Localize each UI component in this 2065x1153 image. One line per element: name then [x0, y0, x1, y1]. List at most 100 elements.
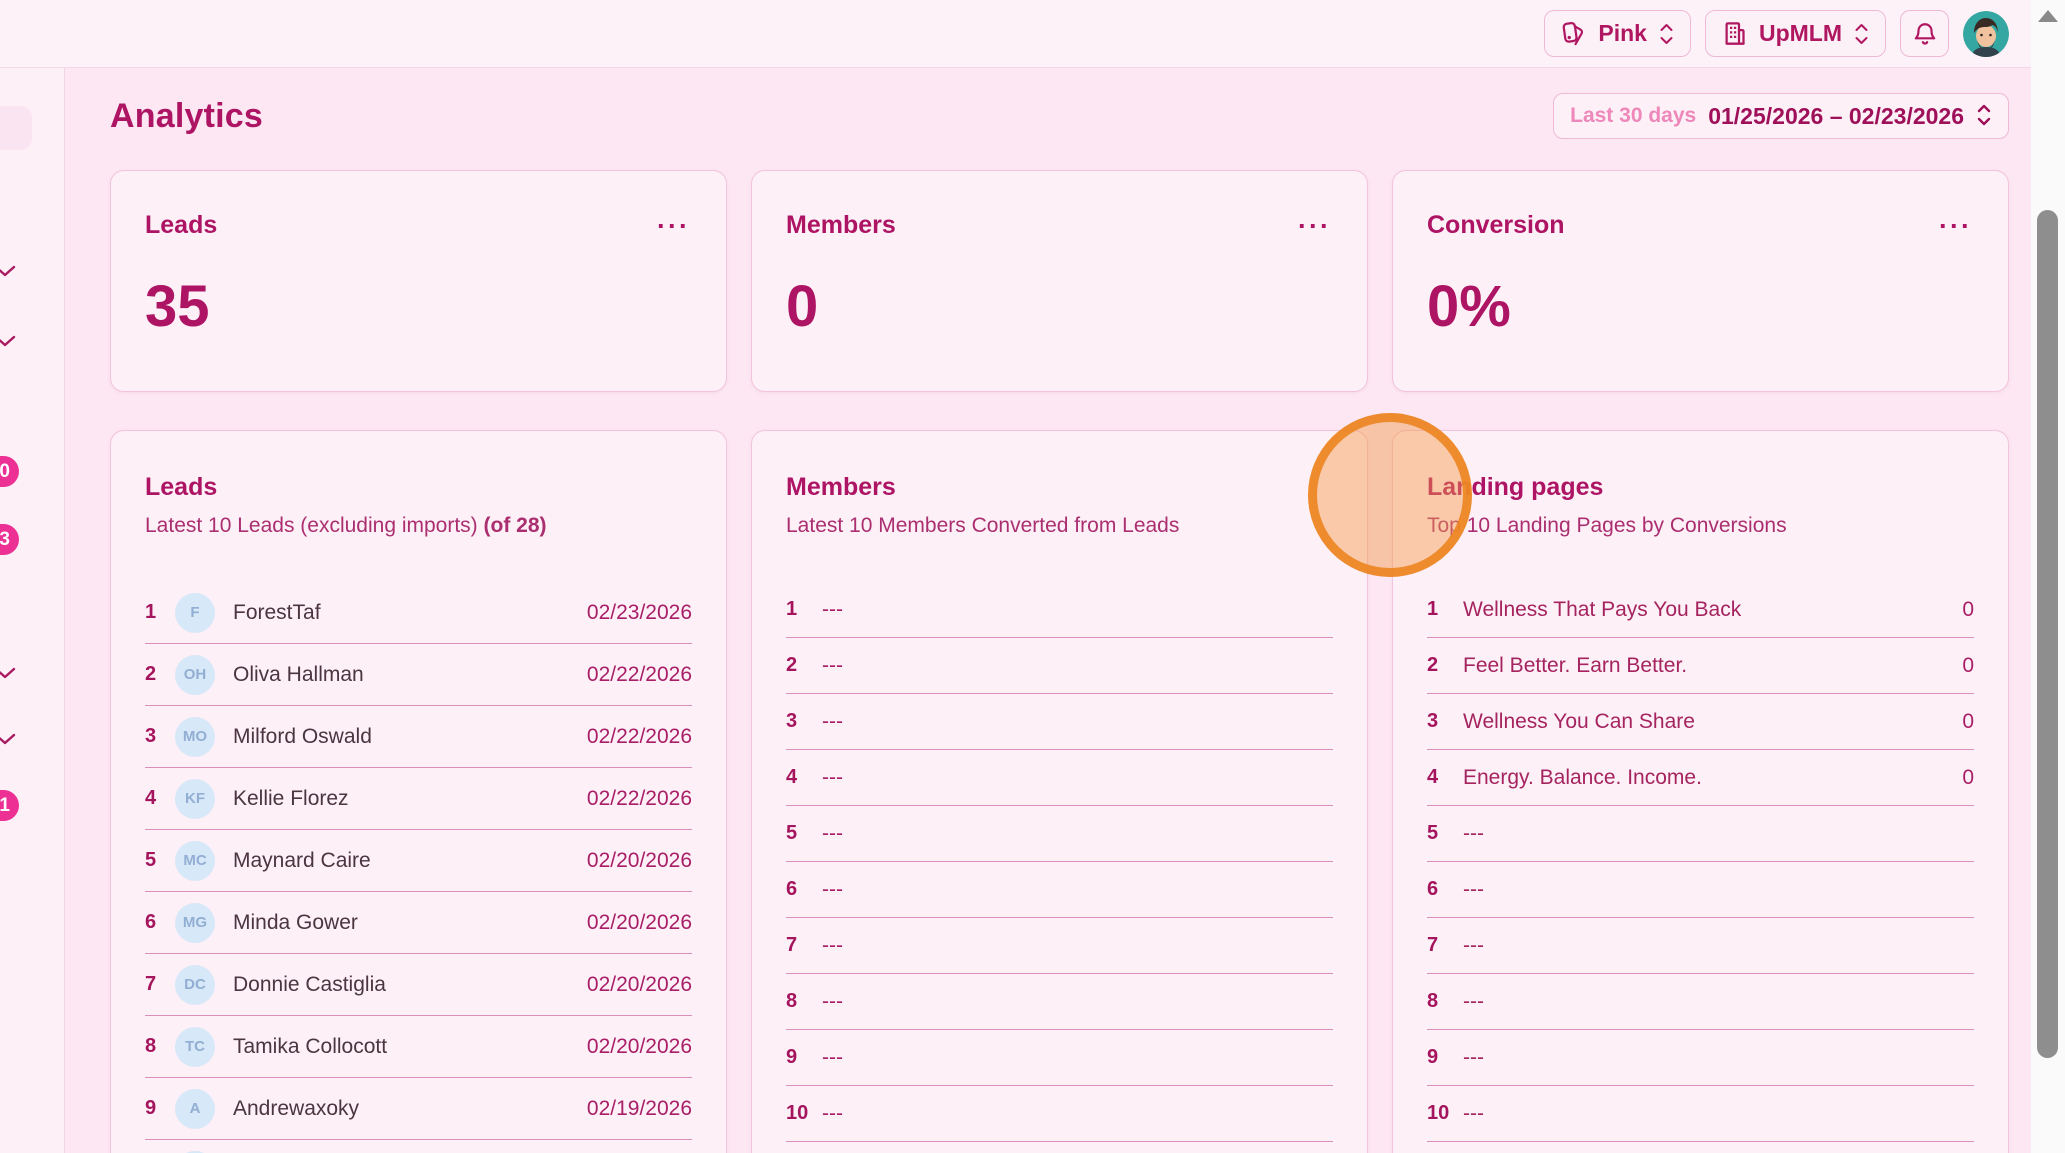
lead-row[interactable]: 2 OH Oliva Hallman 02/22/2026 — [145, 644, 692, 706]
workspace-selector-label: UpMLM — [1758, 20, 1842, 46]
more-menu-icon[interactable]: ··· — [1939, 210, 1972, 241]
stat-card-leads: Leads ··· 35 — [110, 170, 727, 392]
lead-name: Kellie Florez — [233, 786, 349, 810]
stat-card-conversion: Conversion ··· 0% — [1392, 170, 2009, 392]
avatar-initials: A — [175, 1088, 215, 1129]
user-avatar[interactable] — [1963, 10, 2009, 57]
chevron-down-icon[interactable] — [0, 732, 16, 746]
avatar-initials: MG — [175, 902, 215, 943]
lead-date: 02/22/2026 — [586, 662, 692, 686]
more-menu-icon[interactable]: ··· — [657, 210, 690, 241]
row-rank: 2 — [145, 663, 157, 685]
landing-page-name: --- — [1463, 1101, 1484, 1125]
landing-page-name: Wellness You Can Share — [1463, 709, 1695, 733]
stat-value: 0 — [786, 274, 819, 339]
lead-row[interactable]: 10FForestTaf02/16/2026 — [145, 1140, 692, 1153]
building-icon — [1721, 20, 1748, 47]
lead-row[interactable]: 5 MC Maynard Caire 02/20/2026 — [145, 830, 692, 892]
row-rank: 4 — [786, 766, 798, 788]
row-rank: 4 — [1427, 766, 1439, 788]
lead-row[interactable]: 9 A Andrewaxoky 02/19/2026 — [145, 1078, 692, 1140]
avatar-initials: OH — [175, 654, 215, 695]
lead-date: 02/22/2026 — [586, 786, 692, 810]
chevron-updown-icon — [1658, 21, 1675, 47]
main-content: Analytics Last 30 days 01/25/2026 – 02/2… — [64, 68, 2031, 1153]
sidebar-active-item[interactable] — [0, 106, 32, 150]
landing-pages-list-card: Landing pages Top 10 Landing Pages by Co… — [1392, 430, 2009, 1153]
lead-date: 02/23/2026 — [586, 600, 692, 624]
member-value: --- — [822, 1101, 843, 1125]
member-value: --- — [822, 765, 843, 789]
row-rank: 4 — [145, 787, 157, 809]
notifications-button[interactable] — [1900, 10, 1949, 57]
scrollbar-thumb[interactable] — [2037, 210, 2058, 1058]
row-rank: 8 — [145, 1035, 157, 1057]
page-title: Analytics — [110, 96, 263, 135]
row-rank: 6 — [145, 911, 157, 933]
sidebar-badge[interactable]: 3 — [0, 524, 19, 555]
stat-value: 0% — [1427, 274, 1511, 339]
lead-row[interactable]: 6 MG Minda Gower 02/20/2026 — [145, 892, 692, 954]
row-rank: 8 — [1427, 990, 1439, 1012]
lead-name: ForestTaf — [233, 600, 321, 624]
stat-card-title: Leads — [145, 211, 218, 239]
row-rank: 1 — [1427, 598, 1439, 620]
sidebar-badge[interactable]: 1 — [0, 790, 19, 821]
date-range-selector[interactable]: Last 30 days 01/25/2026 – 02/23/2026 — [1553, 93, 2009, 139]
chevron-down-icon[interactable] — [0, 666, 16, 680]
avatar-initials: F — [175, 592, 215, 633]
theme-selector[interactable]: Pink — [1544, 10, 1691, 57]
lead-row[interactable]: 8 TC Tamika Collocott 02/20/2026 — [145, 1016, 692, 1078]
lead-row[interactable]: 1 F ForestTaf 02/23/2026 — [145, 582, 692, 644]
landing-page-row[interactable]: 3 Wellness You Can Share 0 — [1427, 694, 1974, 750]
row-rank: 9 — [145, 1097, 157, 1119]
row-rank: 6 — [786, 878, 798, 900]
sidebar-badge[interactable]: 0 — [0, 456, 19, 487]
member-value: --- — [822, 597, 843, 621]
list-card-title: Leads — [145, 473, 218, 501]
more-menu-icon[interactable]: ··· — [1298, 210, 1331, 241]
avatar-initials: F — [175, 1150, 215, 1153]
date-range-value: 01/25/2026 – 02/23/2026 — [1708, 102, 1964, 129]
theme-selector-label: Pink — [1598, 20, 1647, 46]
lead-row[interactable]: 3 MO Milford Oswald 02/22/2026 — [145, 706, 692, 768]
lead-row[interactable]: 7 DC Donnie Castiglia 02/20/2026 — [145, 954, 692, 1016]
member-row: 3 --- — [786, 694, 1333, 750]
sidebar: 0 3 1 — [0, 68, 65, 1153]
landing-page-name: --- — [1463, 821, 1484, 845]
row-rank: 10 — [1427, 1102, 1450, 1124]
member-row: 9 --- — [786, 1030, 1333, 1086]
landing-page-row[interactable]: 1 Wellness That Pays You Back 0 — [1427, 582, 1974, 638]
lead-name: Maynard Caire — [233, 848, 371, 872]
lead-date: 02/20/2026 — [586, 972, 692, 996]
row-rank: 5 — [786, 822, 798, 844]
member-row: 5 --- — [786, 806, 1333, 862]
stat-card-members: Members ··· 0 — [751, 170, 1368, 392]
leads-list-card: Leads Latest 10 Leads (excluding imports… — [110, 430, 727, 1153]
landing-page-row[interactable]: 2 Feel Better. Earn Better. 0 — [1427, 638, 1974, 694]
row-rank: 3 — [1427, 710, 1439, 732]
list-card-subtitle: Latest 10 Members Converted from Leads — [786, 514, 1180, 537]
list-card-subtitle: Top 10 Landing Pages by Conversions — [1427, 514, 1787, 537]
row-rank: 1 — [145, 601, 157, 623]
landing-page-row[interactable]: 4 Energy. Balance. Income. 0 — [1427, 750, 1974, 806]
scroll-up-icon[interactable] — [2038, 10, 2058, 22]
lead-name: Oliva Hallman — [233, 662, 364, 686]
avatar-initials: DC — [175, 964, 215, 1005]
lead-name: Minda Gower — [233, 910, 358, 934]
vertical-scrollbar[interactable] — [2031, 0, 2065, 1153]
list-card-title: Landing pages — [1427, 473, 1604, 501]
avatar-initials: MO — [175, 716, 215, 757]
member-value: --- — [822, 877, 843, 901]
chevron-down-icon[interactable] — [0, 264, 16, 278]
chevron-down-icon[interactable] — [0, 334, 16, 348]
landing-page-row: 6 --- — [1427, 862, 1974, 918]
row-rank: 7 — [786, 934, 798, 956]
row-rank: 10 — [786, 1102, 809, 1124]
row-rank: 6 — [1427, 878, 1439, 900]
row-rank: 9 — [786, 1046, 798, 1068]
lead-date: 02/20/2026 — [586, 1034, 692, 1058]
member-row: 6 --- — [786, 862, 1333, 918]
lead-row[interactable]: 4 KF Kellie Florez 02/22/2026 — [145, 768, 692, 830]
workspace-selector[interactable]: UpMLM — [1704, 10, 1886, 57]
